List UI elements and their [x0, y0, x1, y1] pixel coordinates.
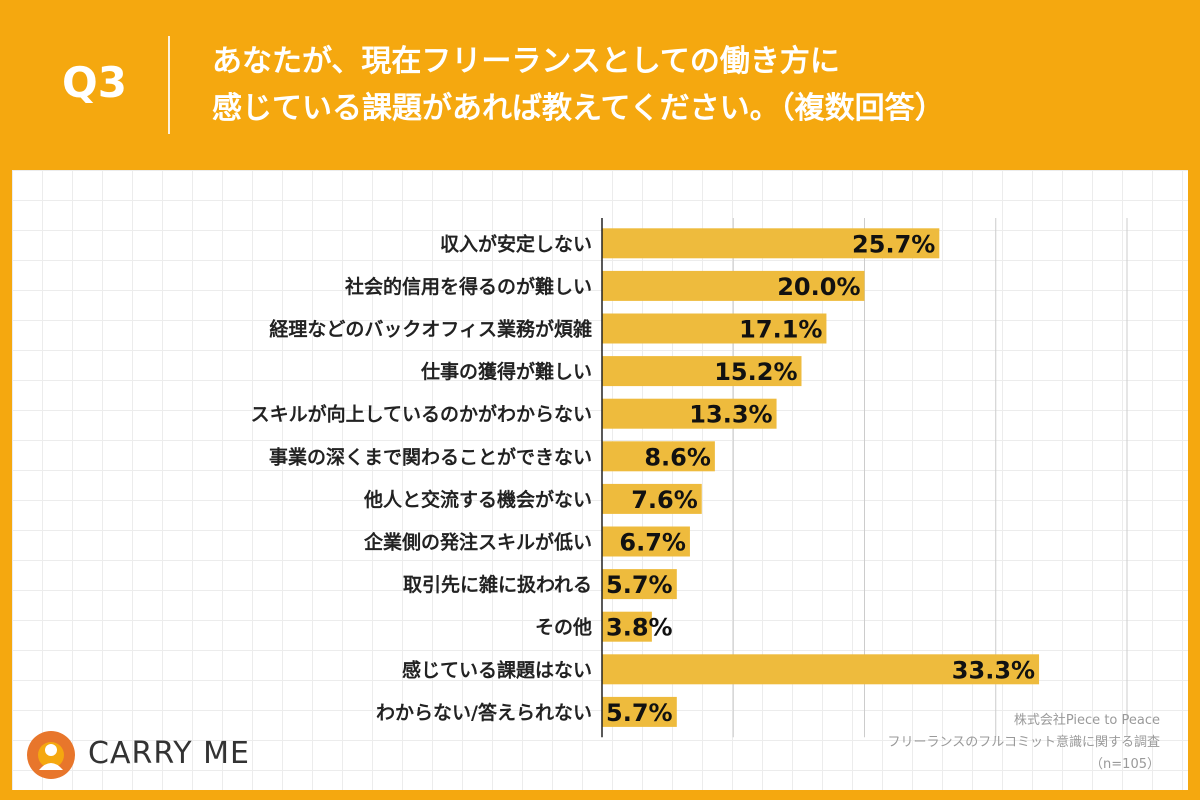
category-label: スキルが向上しているのかがわからない — [251, 403, 592, 426]
header-divider — [168, 36, 170, 134]
category-label: 経理などのバックオフィス業務が煩雑 — [269, 318, 592, 341]
value-label: 15.2% — [714, 358, 797, 386]
source-survey: フリーランスのフルコミット意識に関する調査 — [887, 735, 1160, 750]
value-label: 8.6% — [644, 443, 711, 471]
bar — [602, 569, 677, 600]
bar — [602, 654, 1040, 685]
value-label: 6.7% — [619, 529, 686, 557]
bar-chart: 収入が安定しない 25.7% 社会的信用を得るのが難しい 20.0% 経理などのバックオ… — [251, 218, 1128, 738]
bar — [602, 483, 702, 514]
source-sample: （n=105） — [1090, 757, 1160, 772]
brand-name: CARRY ME — [88, 736, 250, 771]
value-label: 17.1% — [739, 316, 822, 344]
category-label: わからない/答えられない — [376, 701, 592, 724]
category-label: 事業の深くまで関わることができない — [269, 445, 592, 468]
bar — [602, 313, 827, 344]
value-label: 13.3% — [689, 401, 772, 429]
source-company: 株式会社Piece to Peace — [1013, 713, 1160, 728]
bar — [602, 696, 677, 727]
value-label: 5.7% — [606, 571, 673, 599]
question-number: Q3 — [62, 58, 127, 107]
bar — [602, 398, 777, 429]
category-label: その他 — [535, 616, 592, 639]
question-text: あなたが、現在フリーランスとしての働き方に 感じている課題があれば教えてください… — [212, 38, 945, 132]
category-label: 仕事の獲得が難しい — [420, 360, 592, 383]
bar — [602, 441, 715, 472]
question-header: Q3 あなたが、現在フリーランスとしての働き方に 感じている課題があれば教えてく… — [0, 0, 1200, 168]
question-line-1: あなたが、現在フリーランスとしての働き方に — [212, 44, 840, 79]
category-label: 収入が安定しない — [440, 232, 592, 255]
question-line-2: 感じている課題があれば教えてください。（複数回答） — [212, 91, 945, 126]
category-label: 他人と交流する機会がない — [363, 488, 592, 511]
bar — [602, 270, 865, 301]
value-label: 33.3% — [952, 656, 1035, 684]
category-label: 感じている課題はない — [402, 658, 592, 681]
category-label: 社会的信用を得るのが難しい — [344, 275, 592, 298]
bar — [602, 356, 802, 387]
value-label: 20.0% — [777, 273, 860, 301]
bar — [602, 526, 690, 557]
bar — [602, 611, 652, 642]
chart-panel: 収入が安定しない 25.7% 社会的信用を得るのが難しい 20.0% 経理などのバックオ… — [12, 170, 1188, 790]
bar — [602, 228, 940, 259]
category-label: 取引先に雑に扱われる — [403, 573, 592, 596]
value-label: 7.6% — [631, 486, 698, 514]
source-note: 株式会社Piece to Peace フリーランスのフルコミット意識に関する調査… — [888, 710, 1160, 776]
category-label: 企業側の発注スキルが低い — [363, 531, 592, 554]
value-label: 25.7% — [852, 230, 935, 258]
carry-me-logo-icon — [27, 731, 75, 779]
value-label: 5.7% — [606, 699, 673, 727]
value-label: 3.8% — [606, 614, 673, 642]
